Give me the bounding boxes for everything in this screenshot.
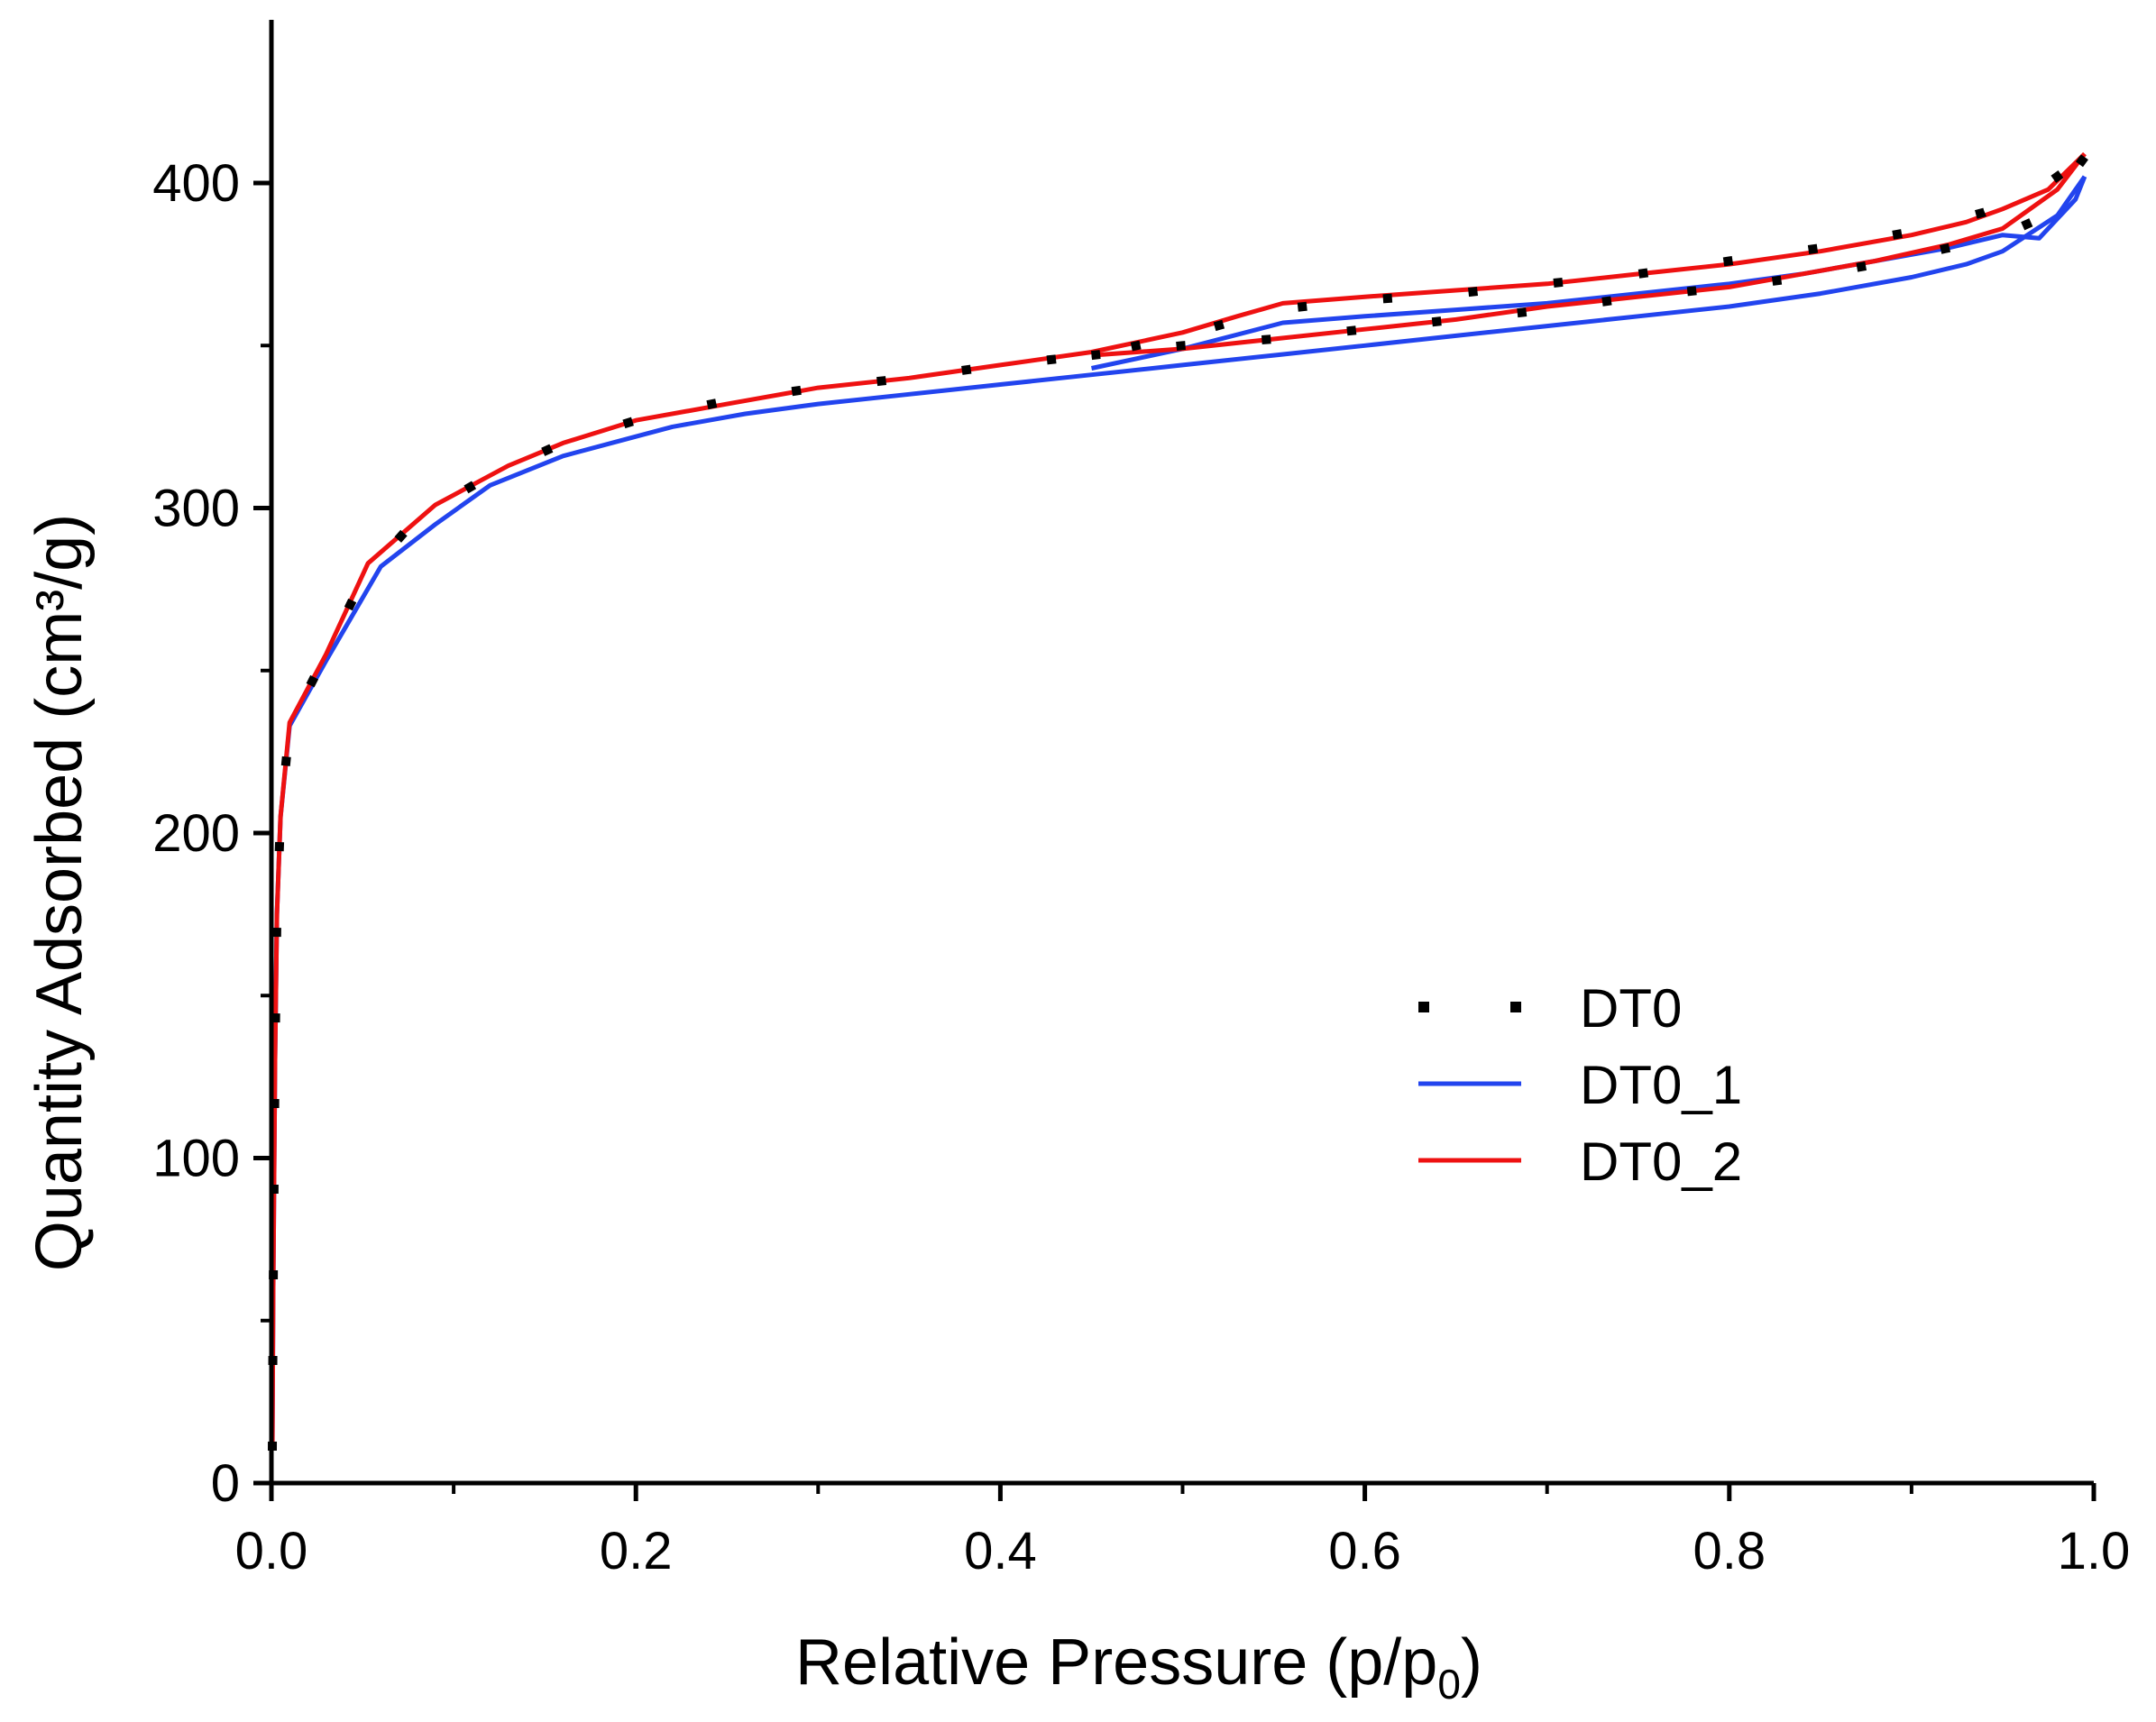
axes: 0.0 0.2 0.4 0.6 0.8 1.0 0 100 200 300 400	[152, 20, 2130, 1580]
series-dt0-2-adsorption-line	[270, 151, 2087, 1452]
y-tick-label: 400	[152, 154, 240, 213]
y-tick-label: 300	[152, 480, 240, 538]
y-tick-label: 100	[152, 1130, 240, 1188]
legend-dt0-label: DT0	[1580, 978, 1682, 1039]
legend-dt0-2-label: DT0_2	[1580, 1131, 1742, 1192]
y-axis-title: Quantity Adsorbed (cm³/g)	[23, 514, 96, 1271]
series-dt0-1-adsorption-line	[270, 175, 2087, 1452]
legend-dt0-marker	[1418, 1002, 1429, 1012]
y-tick-label: 200	[152, 804, 240, 863]
x-tick-label: 0.2	[600, 1522, 673, 1580]
legend: DT0 DT0_1 DT0_2	[1418, 978, 1742, 1192]
y-tick-label: 0	[211, 1454, 240, 1513]
legend-dt0-marker	[1510, 1002, 1521, 1012]
series-dt0-desorption-line	[1090, 154, 2088, 361]
x-tick-label: 0.8	[1693, 1522, 1766, 1580]
x-tick-label: 0.4	[964, 1522, 1037, 1580]
plot-area	[268, 151, 2088, 1452]
x-axis-title-subscript: 0	[1437, 1661, 1461, 1708]
x-axis-title-tail: )	[1461, 1626, 1482, 1699]
legend-dt0-1-label: DT0_1	[1580, 1055, 1742, 1115]
x-axis-title-main: Relative Pressure (p/p	[795, 1626, 1437, 1699]
x-tick-label: 0.0	[235, 1522, 308, 1580]
series-dt0-1-desorption-line	[1090, 175, 2087, 371]
x-tick-label: 1.0	[2058, 1522, 2131, 1580]
x-tick-label: 0.6	[1328, 1522, 1401, 1580]
x-axis-title: Relative Pressure (p/p0)	[795, 1626, 1482, 1708]
series-dt0-2-desorption-line	[1091, 152, 2087, 358]
